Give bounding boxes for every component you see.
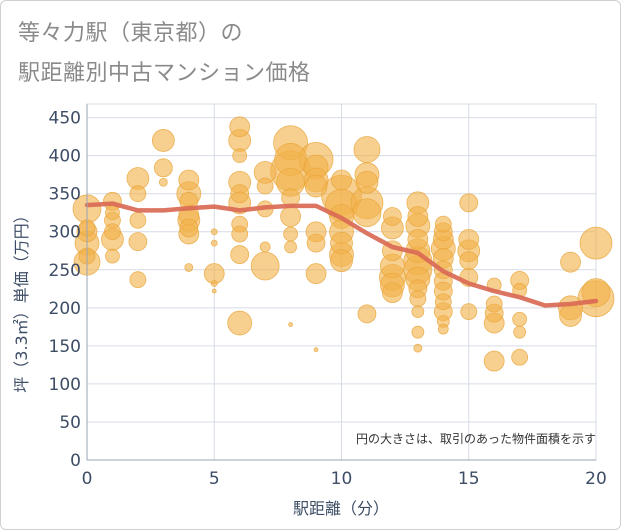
x-tick-label: 10 bbox=[331, 469, 353, 489]
data-bubble bbox=[485, 295, 503, 313]
data-bubble bbox=[353, 136, 381, 163]
chart-title-line-2: 駅距離別中古マンション価格 bbox=[18, 61, 311, 86]
data-bubble bbox=[259, 241, 271, 253]
chart-title-line-1: 等々力駅（東京都）の bbox=[18, 21, 244, 46]
data-bubble bbox=[434, 215, 452, 233]
data-bubble bbox=[513, 325, 527, 339]
data-bubble bbox=[231, 225, 249, 243]
data-bubble bbox=[105, 248, 120, 264]
data-bubble bbox=[129, 185, 147, 203]
data-bubble bbox=[227, 310, 253, 336]
data-bubble bbox=[382, 207, 402, 226]
data-bubble bbox=[250, 251, 280, 281]
data-bubble bbox=[460, 303, 478, 321]
data-bubble bbox=[129, 211, 147, 229]
data-bubble bbox=[179, 218, 199, 238]
x-axis-title: 駅距離（分） bbox=[293, 499, 389, 518]
data-bubble bbox=[232, 148, 248, 164]
data-bubble bbox=[210, 228, 218, 236]
data-bubble bbox=[407, 228, 429, 250]
data-bubble bbox=[229, 116, 251, 138]
data-bubble bbox=[306, 233, 326, 253]
data-bubble bbox=[230, 184, 250, 204]
data-bubble bbox=[331, 169, 352, 191]
x-tick-label: 5 bbox=[209, 469, 220, 489]
trend-line bbox=[84, 201, 599, 308]
data-bubble bbox=[483, 350, 505, 372]
data-bubble bbox=[437, 323, 449, 335]
y-tick-label: 450 bbox=[49, 109, 81, 129]
data-bubble bbox=[104, 223, 121, 241]
data-bubble bbox=[579, 226, 613, 260]
data-bubble bbox=[283, 226, 299, 242]
y-tick-label: 250 bbox=[49, 261, 81, 281]
data-bubble bbox=[511, 348, 529, 366]
data-bubble bbox=[459, 193, 479, 213]
y-axis-title: 坪（3.3㎡）単価（万円） bbox=[12, 207, 31, 392]
y-tick-label: 300 bbox=[49, 223, 81, 243]
y-tick-label: 100 bbox=[49, 375, 81, 395]
data-bubble bbox=[458, 228, 480, 250]
data-bubble bbox=[381, 282, 403, 304]
data-bubble bbox=[128, 232, 148, 252]
data-bubble bbox=[230, 245, 250, 264]
data-bubble bbox=[313, 347, 319, 353]
data-bubble bbox=[411, 305, 425, 319]
data-bubble bbox=[288, 322, 294, 327]
x-tick-label: 20 bbox=[585, 469, 607, 489]
trend-line-group bbox=[84, 201, 599, 308]
data-bubble bbox=[158, 177, 168, 187]
data-bubble bbox=[434, 293, 452, 311]
data-bubble bbox=[153, 158, 173, 178]
x-tick-label: 15 bbox=[458, 469, 480, 489]
y-tick-label: 50 bbox=[59, 413, 81, 433]
y-tick-label: 150 bbox=[49, 337, 81, 357]
data-bubble bbox=[211, 288, 217, 294]
data-bubble bbox=[411, 325, 425, 339]
y-tick-label: 0 bbox=[70, 451, 81, 471]
data-bubble bbox=[352, 198, 382, 228]
bubble-series bbox=[72, 116, 615, 372]
data-bubble bbox=[284, 240, 298, 254]
data-bubble bbox=[559, 304, 582, 327]
data-bubble bbox=[305, 263, 327, 284]
data-bubble bbox=[129, 271, 147, 289]
data-bubble bbox=[355, 170, 379, 194]
data-bubble bbox=[512, 311, 528, 327]
data-bubble bbox=[459, 251, 479, 271]
data-bubble bbox=[304, 174, 328, 198]
data-bubble bbox=[409, 290, 427, 308]
data-bubble bbox=[210, 239, 218, 247]
data-bubble bbox=[256, 177, 274, 195]
data-bubble bbox=[330, 249, 353, 273]
y-tick-label: 200 bbox=[49, 299, 81, 319]
bubble-size-note: 円の大きさは、取引のあった物件面積を示す bbox=[356, 431, 596, 446]
data-bubble bbox=[105, 205, 120, 221]
axes: 0 50 100 150 200 250 300 350 400 450 0 5 10 15 20 bbox=[49, 104, 607, 489]
data-bubble bbox=[357, 304, 377, 324]
data-bubble bbox=[280, 206, 302, 227]
data-bubble bbox=[151, 129, 175, 152]
data-bubble bbox=[184, 263, 194, 272]
y-tick-label: 400 bbox=[49, 147, 81, 167]
data-bubble bbox=[210, 280, 218, 287]
data-bubble bbox=[407, 206, 429, 227]
x-tick-label: 0 bbox=[82, 469, 93, 489]
data-bubble bbox=[178, 169, 200, 191]
data-bubble bbox=[560, 251, 581, 273]
data-bubble bbox=[413, 343, 423, 353]
y-tick-label: 350 bbox=[49, 185, 81, 205]
